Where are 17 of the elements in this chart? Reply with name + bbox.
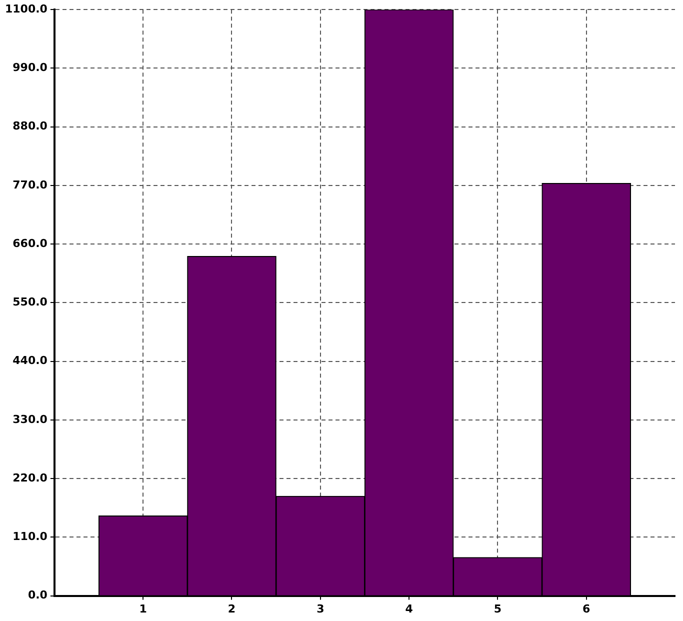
y-tick-label: 440.0 [12,354,48,368]
y-tick-label: 110.0 [12,530,48,544]
y-tick-label: 220.0 [12,471,48,484]
y-tick-label: 660.0 [12,236,48,250]
y-tick-label: 330.0 [12,412,48,426]
x-tick-label: 2 [228,602,236,616]
x-tick-label: 3 [316,602,324,616]
y-tick-label: 0.0 [28,588,48,602]
y-tick-label: 990.0 [12,61,48,74]
y-tick-label: 880.0 [12,120,48,133]
x-tick-label: 1 [139,602,147,616]
x-tick-label: 6 [582,602,591,616]
x-tick-label: 5 [494,602,502,616]
y-tick-label: 1100.0 [4,2,48,16]
y-tick-label: 550.0 [12,296,48,309]
x-tick-label: 4 [405,602,414,616]
y-tick-label: 770.0 [12,178,48,192]
